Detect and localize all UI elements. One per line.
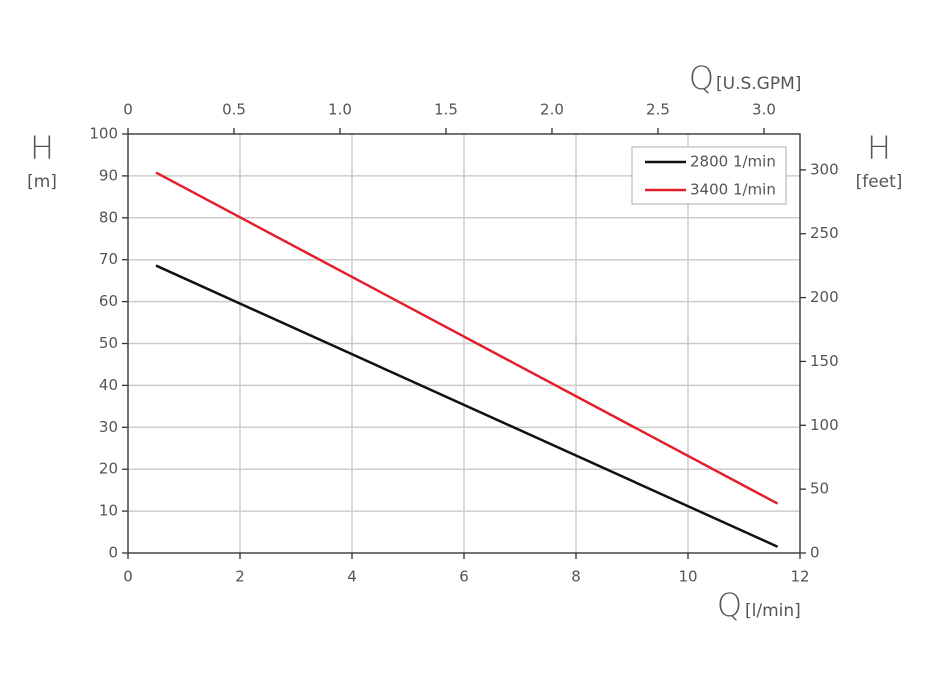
x2-tick-label: 1.0 — [328, 101, 352, 119]
x-tick-label: 6 — [459, 568, 469, 586]
y2-tick-label: 50 — [810, 480, 829, 498]
y-axis-label: H — [30, 129, 54, 167]
y-tick-label: 0 — [108, 544, 118, 562]
y2-tick-label: 150 — [810, 352, 839, 370]
x2-tick-label: 0.5 — [222, 101, 246, 119]
x2-tick-label: 2.5 — [646, 101, 670, 119]
y2-tick-label: 200 — [810, 288, 839, 306]
x2-tick-label: 3.0 — [752, 101, 776, 119]
x2-tick-label: 1.5 — [434, 101, 458, 119]
plot-frame — [127, 133, 801, 554]
y2-tick-label: 100 — [810, 416, 839, 434]
y-tick-label: 70 — [99, 250, 118, 268]
x-tick-label: 12 — [790, 568, 809, 586]
x2-axis-unit: [U.S.GPM] — [716, 74, 801, 94]
x-tick-label: 4 — [347, 568, 357, 586]
legend-label: 2800 1/min — [690, 153, 776, 171]
y-tick-label: 90 — [99, 166, 118, 184]
y-tick-label: 100 — [89, 125, 118, 143]
x2-tick-label: 0 — [123, 101, 133, 119]
y-tick-label: 20 — [99, 460, 118, 478]
y2-tick-label: 300 — [810, 160, 839, 178]
x-axis-unit: [l/min] — [745, 601, 801, 621]
x-tick-label: 0 — [123, 568, 133, 586]
x-axis-label: Q — [717, 586, 742, 624]
y-tick-label: 30 — [99, 418, 118, 436]
y-tick-label: 60 — [99, 292, 118, 310]
x2-tick-label: 2.0 — [540, 101, 564, 119]
y-tick-label: 10 — [99, 502, 118, 520]
legend-box — [631, 146, 787, 205]
line-series — [155, 171, 779, 505]
y2-axis-unit: [feet] — [856, 172, 903, 192]
y-tick-label: 40 — [99, 376, 118, 394]
y-tick-label: 80 — [99, 208, 118, 226]
x-tick-label: 2 — [235, 568, 245, 586]
x2-axis-label: Q — [689, 59, 714, 97]
y2-tick-label: 0 — [810, 544, 820, 562]
legend-label: 3400 1/min — [690, 181, 776, 199]
x-tick-label: 8 — [571, 568, 581, 586]
y-tick-label: 50 — [99, 334, 118, 352]
y2-tick-label: 250 — [810, 224, 839, 242]
y-axis-unit: [m] — [27, 172, 57, 192]
y2-axis-label: H — [867, 129, 891, 167]
x-tick-label: 10 — [678, 568, 697, 586]
line-series — [155, 264, 779, 548]
